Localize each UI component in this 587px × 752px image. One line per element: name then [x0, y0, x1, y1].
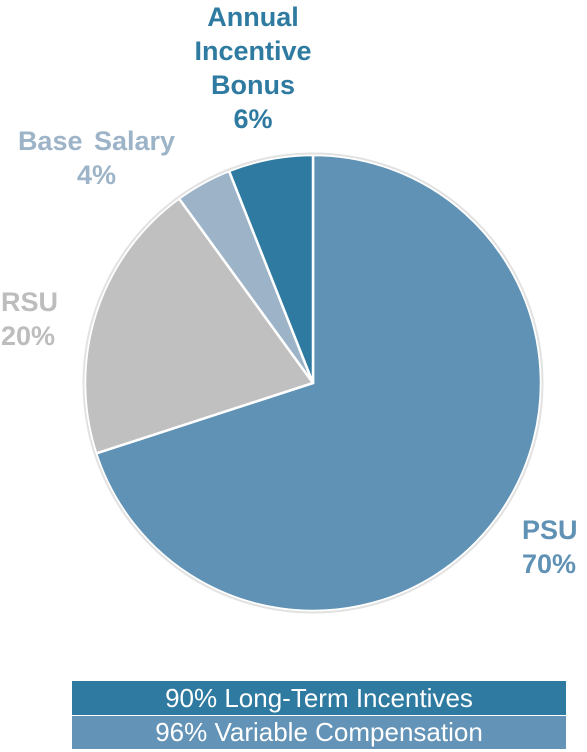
slice-label-text: PSU [522, 515, 578, 545]
slice-label-text: Bonus [211, 70, 295, 100]
slice-label-annual-incentive-bonus: Annual Incentive Bonus 6% [150, 0, 356, 136]
summary-variable-compensation: 96% Variable Compensation [72, 715, 566, 749]
slice-label-text: RSU [1, 287, 59, 317]
slice-label-base-salary: Base Salary 4% [4, 124, 189, 192]
pie-outline [82, 152, 544, 614]
slice-label-rsu: RSU 20% [1, 285, 71, 353]
slice-value-label: 70% [522, 549, 577, 579]
slice-value-label: 6% [233, 104, 273, 134]
slice-label-text: Base Salary [17, 126, 176, 156]
pie-slice-annual-incentive-bonus [227, 153, 315, 385]
slice-label-psu: PSU 70% [522, 513, 586, 581]
slice-label-text: Annual [207, 2, 299, 32]
pie-slice-rsu [83, 197, 315, 455]
slice-value-label: 4% [76, 160, 117, 190]
slice-label-text: Incentive [194, 36, 312, 66]
summary-long-term-incentives: 90% Long-Term Incentives [72, 681, 566, 715]
pie-slice-psu [94, 153, 543, 613]
slice-value-label: 20% [1, 321, 56, 351]
